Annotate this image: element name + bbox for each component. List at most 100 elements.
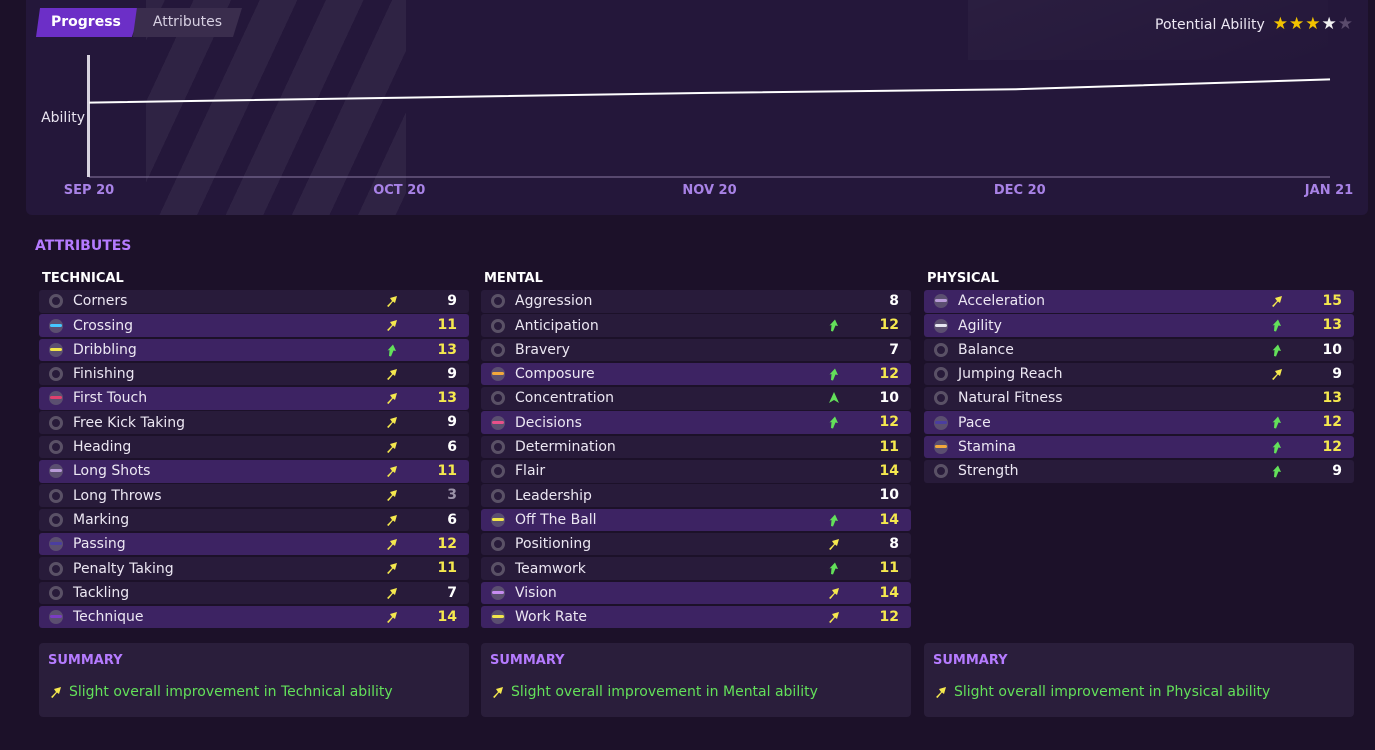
attribute-row[interactable]: Anticipation 12 — [481, 314, 911, 337]
attribute-row[interactable]: Technique 14 — [39, 605, 469, 629]
attribute-row[interactable]: Stamina 12 — [924, 435, 1354, 459]
attribute-row[interactable]: Marking 6 — [39, 508, 469, 532]
attribute-role-icon — [934, 391, 948, 406]
attribute-name[interactable]: Aggression — [515, 293, 593, 310]
attribute-row[interactable]: Finishing 9 — [39, 362, 469, 386]
attribute-name[interactable]: Tackling — [73, 584, 130, 601]
trend-up-icon — [1272, 441, 1281, 454]
attribute-name[interactable]: Leadership — [515, 487, 592, 504]
attribute-row[interactable]: Concentration 10 — [481, 387, 911, 410]
attribute-name[interactable]: Technique — [73, 609, 144, 626]
attribute-row[interactable]: Passing 12 — [39, 532, 469, 556]
attribute-name[interactable]: Vision — [515, 584, 557, 601]
attribute-row[interactable]: Positioning 8 — [481, 532, 911, 556]
attribute-row[interactable]: Teamwork 11 — [481, 557, 911, 580]
trend-up-right-icon — [493, 687, 503, 698]
attribute-name[interactable]: Dribbling — [73, 341, 137, 358]
potential-ability: Potential Ability ★ ★ ★ ★ ★ — [1155, 16, 1353, 33]
attribute-name[interactable]: Acceleration — [958, 293, 1045, 310]
attribute-name[interactable]: Corners — [73, 293, 128, 310]
tab-progress[interactable]: Progress — [36, 8, 141, 37]
attribute-value: 11 — [437, 560, 457, 577]
attribute-role-icon — [934, 415, 948, 430]
attribute-name[interactable]: Natural Fitness — [958, 390, 1063, 407]
attribute-name[interactable]: Anticipation — [515, 317, 599, 334]
attribute-name[interactable]: Work Rate — [515, 609, 588, 626]
mental-summary: SUMMARY Slight overall improvement in Me… — [481, 643, 911, 717]
attribute-row[interactable]: Dribbling 13 — [39, 338, 469, 362]
attribute-row[interactable]: Decisions 12 — [481, 411, 911, 434]
attribute-name[interactable]: Bravery — [515, 341, 570, 358]
attribute-row[interactable]: Tackling 7 — [39, 581, 469, 605]
attribute-name[interactable]: Composure — [515, 366, 595, 383]
attribute-value: 6 — [447, 438, 457, 455]
attribute-row[interactable]: Free Kick Taking 9 — [39, 411, 469, 434]
x-tick-label: SEP 20 — [64, 183, 114, 198]
attribute-name[interactable]: Teamwork — [515, 560, 586, 577]
attribute-name[interactable]: Balance — [958, 341, 1014, 358]
attribute-name[interactable]: Stamina — [958, 439, 1016, 456]
attribute-row[interactable]: Long Throws 3 — [39, 484, 469, 507]
attribute-row[interactable]: Bravery 7 — [481, 338, 911, 362]
attribute-value: 8 — [889, 535, 899, 552]
attribute-row[interactable]: First Touch 13 — [39, 387, 469, 410]
star-icon: ★ — [1337, 14, 1353, 34]
attribute-row[interactable]: Vision 14 — [481, 581, 911, 605]
attribute-role-icon — [934, 367, 948, 382]
attribute-row[interactable]: Off The Ball 14 — [481, 508, 911, 532]
attribute-name[interactable]: Jumping Reach — [958, 366, 1063, 383]
tab-attributes[interactable]: Attributes — [133, 8, 242, 37]
trend-up-right-icon — [829, 587, 839, 599]
attribute-row[interactable]: Work Rate 12 — [481, 605, 911, 629]
attribute-name[interactable]: Long Throws — [73, 487, 162, 504]
attribute-name[interactable]: Finishing — [73, 366, 135, 383]
attribute-name[interactable]: Long Shots — [73, 463, 151, 480]
attribute-row[interactable]: Jumping Reach 9 — [924, 362, 1354, 386]
attribute-row[interactable]: Pace 12 — [924, 411, 1354, 434]
attribute-role-icon — [49, 512, 63, 527]
attribute-name[interactable]: Determination — [515, 439, 616, 456]
attribute-role-icon — [49, 488, 63, 503]
attribute-role-icon — [491, 415, 505, 430]
attribute-row[interactable]: Strength 9 — [924, 460, 1354, 483]
attribute-row[interactable]: Leadership 10 — [481, 484, 911, 507]
attribute-row[interactable]: Penalty Taking 11 — [39, 557, 469, 580]
attribute-name[interactable]: Strength — [958, 463, 1019, 480]
attribute-row[interactable]: Acceleration 15 — [924, 290, 1354, 313]
attribute-name[interactable]: Marking — [73, 511, 130, 528]
attribute-role-icon — [491, 294, 505, 309]
attribute-row[interactable]: Composure 12 — [481, 362, 911, 386]
attribute-row[interactable]: Balance 10 — [924, 338, 1354, 362]
attribute-value: 8 — [889, 293, 899, 309]
attribute-row[interactable]: Heading 6 — [39, 435, 469, 459]
attribute-name[interactable]: Positioning — [515, 536, 592, 553]
attribute-value: 12 — [879, 317, 899, 334]
trend-up-right-icon — [387, 296, 397, 307]
attribute-name[interactable]: Agility — [958, 317, 1002, 334]
view-tabs: Progress Attributes — [36, 8, 242, 37]
attribute-name[interactable]: Flair — [515, 463, 546, 480]
attribute-value: 9 — [447, 414, 457, 431]
attribute-name[interactable]: Concentration — [515, 390, 615, 407]
attribute-name[interactable]: Penalty Taking — [73, 560, 174, 577]
attribute-row[interactable]: Determination 11 — [481, 435, 911, 459]
attribute-name[interactable]: Off The Ball — [515, 511, 597, 528]
attribute-name[interactable]: First Touch — [73, 390, 148, 407]
attribute-name[interactable]: Free Kick Taking — [73, 414, 186, 431]
attribute-row[interactable]: Long Shots 11 — [39, 460, 469, 483]
attribute-name[interactable]: Crossing — [73, 317, 134, 334]
attribute-row[interactable]: Corners 9 — [39, 290, 469, 313]
attribute-name[interactable]: Decisions — [515, 414, 582, 431]
attribute-row[interactable]: Agility 13 — [924, 314, 1354, 337]
attribute-name[interactable]: Passing — [73, 536, 126, 553]
attribute-row[interactable]: Natural Fitness 13 — [924, 387, 1354, 410]
attribute-row[interactable]: Flair 14 — [481, 460, 911, 483]
ability-series-line — [88, 78, 1331, 104]
attribute-name[interactable]: Pace — [958, 414, 991, 431]
physical-heading: PHYSICAL — [927, 271, 999, 286]
attribute-name[interactable]: Heading — [73, 439, 132, 456]
attribute-row[interactable]: Aggression 8 — [481, 290, 911, 313]
attribute-value: 11 — [437, 463, 457, 480]
attribute-row[interactable]: Crossing 11 — [39, 314, 469, 337]
attribute-value: 9 — [447, 293, 457, 309]
